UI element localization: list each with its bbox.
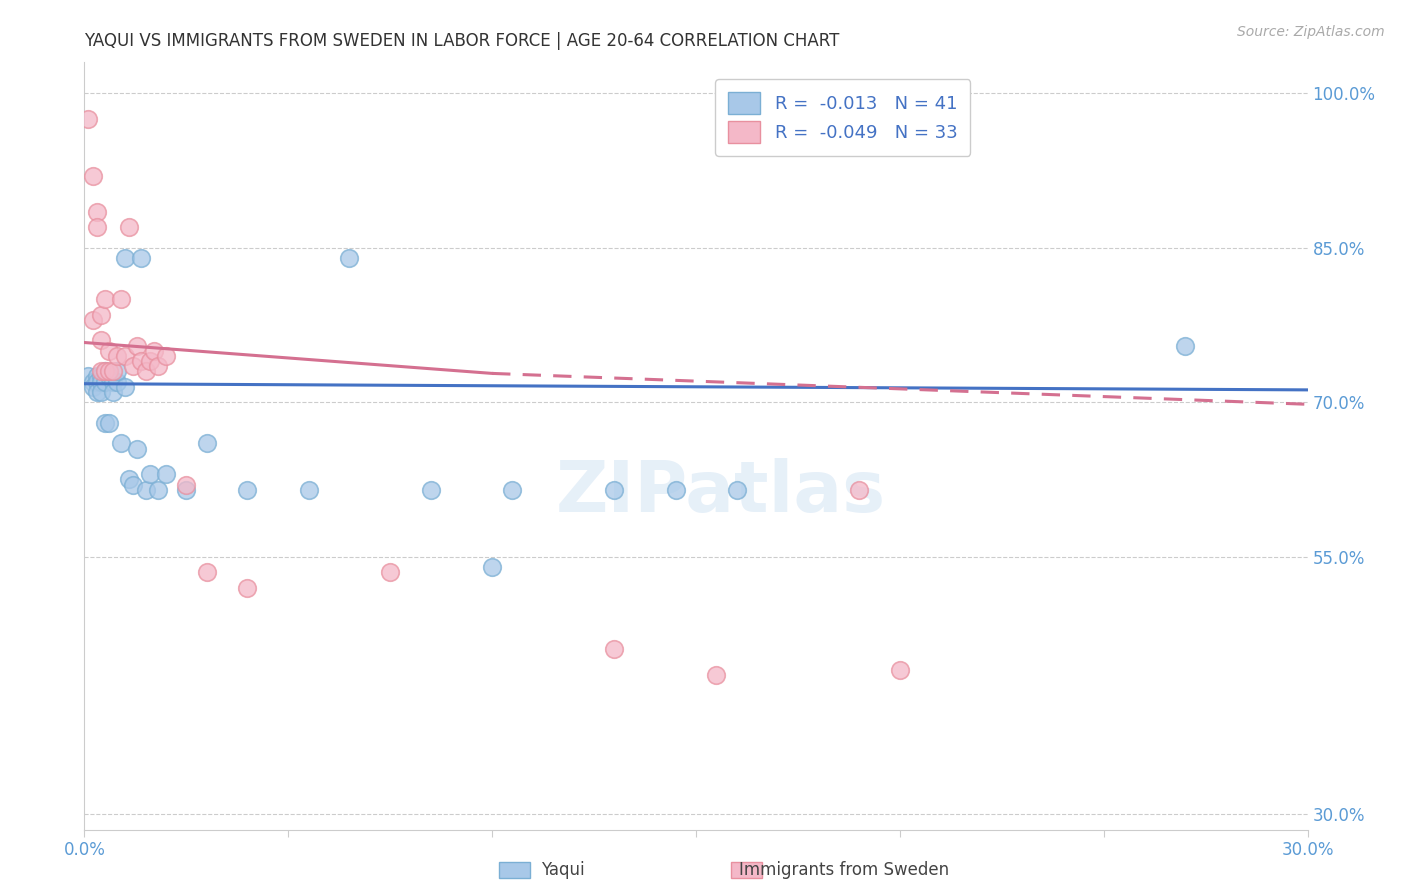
Point: [97, 343, 120, 358]
Point: [101, 384, 124, 399]
Point: [665, 483, 688, 497]
Point: [105, 375, 128, 389]
Point: [174, 477, 197, 491]
Point: [86, 220, 108, 235]
Point: [135, 483, 157, 497]
Point: [131, 354, 153, 368]
Point: [131, 251, 153, 265]
Point: [195, 436, 218, 450]
Point: [603, 642, 626, 657]
Point: [97, 369, 120, 384]
Point: [114, 251, 136, 265]
Point: [138, 467, 160, 482]
Point: [127, 338, 149, 352]
Point: [97, 364, 120, 378]
Point: [114, 380, 136, 394]
Point: [138, 354, 160, 368]
Point: [603, 483, 626, 497]
FancyBboxPatch shape: [499, 862, 530, 878]
Point: [114, 349, 136, 363]
Point: [93, 375, 115, 389]
Point: [725, 483, 748, 497]
Point: [82, 169, 104, 183]
Point: [142, 343, 165, 358]
FancyBboxPatch shape: [731, 862, 762, 878]
Point: [146, 359, 169, 374]
Point: [122, 359, 145, 374]
Point: [339, 251, 361, 265]
Text: Immigrants from Sweden: Immigrants from Sweden: [738, 861, 949, 879]
Point: [86, 369, 108, 384]
Point: [90, 334, 112, 348]
Point: [848, 483, 870, 497]
Point: [706, 668, 728, 682]
Point: [502, 483, 524, 497]
Point: [93, 364, 115, 378]
Point: [105, 349, 128, 363]
Point: [110, 293, 132, 307]
Point: [90, 384, 112, 399]
Point: [86, 375, 108, 389]
Point: [236, 581, 259, 595]
Point: [236, 483, 259, 497]
Point: [82, 313, 104, 327]
Point: [420, 483, 443, 497]
Point: [86, 204, 108, 219]
Point: [82, 375, 104, 389]
Point: [118, 220, 141, 235]
Point: [90, 375, 112, 389]
Text: Source: ZipAtlas.com: Source: ZipAtlas.com: [1237, 25, 1385, 39]
Point: [155, 349, 177, 363]
Point: [101, 364, 124, 378]
Point: [77, 112, 100, 126]
Point: [90, 369, 112, 384]
Point: [118, 473, 141, 487]
Point: [146, 483, 169, 497]
Point: [155, 467, 177, 482]
Point: [127, 442, 149, 456]
Point: [97, 416, 120, 430]
Point: [135, 364, 157, 378]
Point: [122, 477, 145, 491]
Point: [82, 380, 104, 394]
Point: [105, 364, 128, 378]
Point: [889, 663, 911, 677]
Point: [380, 565, 402, 579]
Point: [298, 483, 321, 497]
Point: [101, 375, 124, 389]
Point: [86, 384, 108, 399]
Point: [90, 364, 112, 378]
Point: [481, 560, 503, 574]
Point: [93, 293, 115, 307]
Legend: R =  -0.013   N = 41, R =  -0.049   N = 33: R = -0.013 N = 41, R = -0.049 N = 33: [716, 79, 970, 156]
Text: ZIPatlas: ZIPatlas: [555, 458, 886, 526]
Text: Yaqui: Yaqui: [540, 861, 585, 879]
Point: [93, 364, 115, 378]
Point: [1174, 338, 1197, 352]
Text: YAQUI VS IMMIGRANTS FROM SWEDEN IN LABOR FORCE | AGE 20-64 CORRELATION CHART: YAQUI VS IMMIGRANTS FROM SWEDEN IN LABOR…: [84, 32, 839, 50]
Point: [93, 416, 115, 430]
Point: [110, 436, 132, 450]
Point: [77, 369, 100, 384]
Point: [195, 565, 218, 579]
Point: [90, 308, 112, 322]
Point: [174, 483, 197, 497]
